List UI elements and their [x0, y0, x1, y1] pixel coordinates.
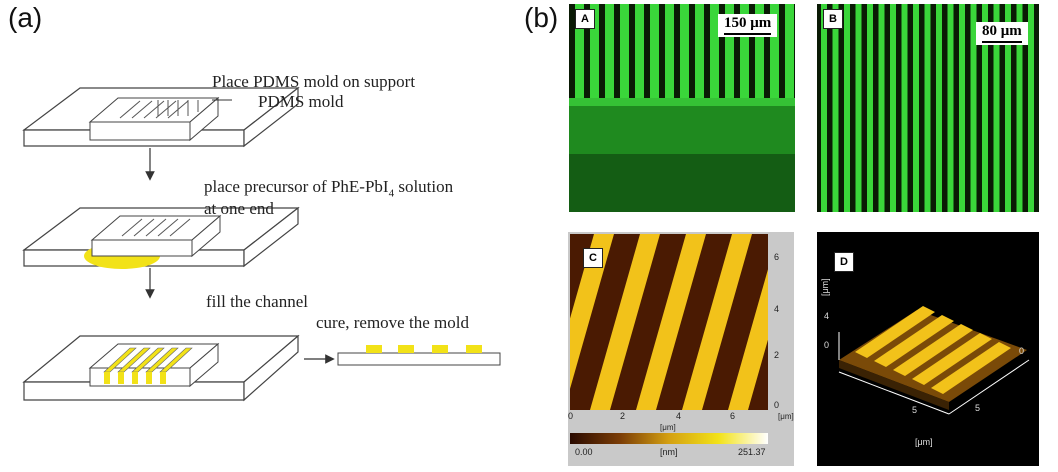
stage1-pdms-mold [88, 96, 232, 142]
stripe-b [890, 4, 896, 212]
d-z-unit: [μm] [820, 278, 830, 296]
step4-text: cure, remove the mold [316, 313, 469, 332]
stripe-a [755, 4, 764, 100]
stripe-b [936, 4, 942, 212]
d-z-tick-4: 4 [824, 311, 830, 321]
colorbar-min: 0.00 [575, 447, 593, 457]
afm-ridge [893, 324, 973, 376]
colorbar-unit: [nm] [660, 447, 678, 457]
afm-ridge [855, 306, 935, 358]
stripe-a [785, 4, 794, 100]
afm-ridge [874, 315, 954, 367]
d-z-tick-0: 0 [824, 340, 830, 350]
c-x-tick-2: 2 [620, 411, 626, 421]
stripe-a [725, 4, 734, 100]
micrograph-c-tag: C [583, 248, 603, 268]
stripe-b [867, 4, 873, 212]
afm-stripe [682, 234, 752, 410]
stripe-a [590, 4, 599, 100]
stripe-a [770, 4, 779, 100]
micrograph-a-tag: A [575, 9, 595, 29]
micrograph-b [817, 4, 1039, 212]
micrograph-b-tag: B [823, 9, 843, 29]
step2-text-line2: at one end [204, 199, 274, 218]
afm-stripe [636, 234, 706, 410]
stripe-a [695, 4, 704, 100]
stripe-a [650, 4, 659, 100]
stripe-b [1005, 4, 1011, 212]
d-tick-5a: 5 [912, 405, 918, 415]
stripe-a [575, 4, 584, 100]
step2-text: place precursor of PhE-PbI4 solution [204, 177, 454, 200]
colorbar-max: 251.37 [738, 447, 766, 457]
c-y-tick-2: 2 [774, 350, 780, 360]
scale-bar-b: 80 μm [976, 22, 1028, 45]
stripe-b [947, 4, 954, 212]
stripe-a [740, 4, 749, 100]
step3-text: fill the channel [206, 292, 308, 311]
fabrication-schematic [22, 86, 501, 402]
afm-height-image [570, 234, 768, 410]
stripe-b [878, 4, 885, 212]
stripe-b [959, 4, 965, 212]
stripe-a [635, 4, 644, 100]
stripe-b [913, 4, 919, 212]
stripe-b [844, 4, 850, 212]
stripe-b [832, 4, 839, 212]
afm-ridge [931, 342, 1011, 394]
stripe-a [680, 4, 689, 100]
c-y-tick-0: 0 [774, 400, 780, 410]
micrograph-a [569, 4, 795, 212]
afm-3d-render [817, 232, 1039, 466]
stripe-b [855, 4, 862, 212]
stripe-b [993, 4, 1000, 212]
c-y-unit: [μm] [778, 412, 794, 421]
panel-b-label: (b) [524, 2, 559, 33]
c-x-unit: [μm] [660, 423, 676, 432]
d-tick-right: 0 [1019, 346, 1025, 356]
c-x-tick-0: 0 [568, 411, 574, 421]
scale-bar-a: 150 μm [718, 14, 778, 37]
panel-a-label: (a) [8, 2, 43, 33]
micrograph-d-tag: D [834, 252, 854, 272]
stripe-a [665, 4, 674, 100]
stripe-b [1028, 4, 1034, 212]
stripe-a [605, 4, 614, 100]
stage3-filled-mold [88, 342, 220, 388]
step1-callout: PDMS mold [258, 92, 344, 111]
c-x-tick-6: 6 [730, 411, 736, 421]
stripe-a [620, 4, 629, 100]
stripe-b [901, 4, 908, 212]
stripe-b [970, 4, 977, 212]
afm-stripe [590, 234, 660, 410]
stage4-side-view [337, 345, 501, 366]
d-tick-5b: 5 [975, 403, 981, 413]
afm-ridge [912, 333, 992, 385]
stage2-pdms-mold [90, 214, 222, 258]
stripe-a [710, 4, 719, 100]
d-x-unit: [μm] [915, 437, 933, 447]
stripe-b [982, 4, 988, 212]
stripe-b [924, 4, 931, 212]
afm-stripe [570, 234, 614, 389]
c-y-tick-4: 4 [774, 304, 780, 314]
c-x-tick-4: 4 [676, 411, 682, 421]
c-y-tick-6: 6 [774, 252, 780, 262]
step1-text: Place PDMS mold on support [212, 72, 416, 91]
afm-colorbar [570, 433, 768, 444]
stripe-b [821, 4, 827, 212]
stripe-b [1016, 4, 1023, 212]
